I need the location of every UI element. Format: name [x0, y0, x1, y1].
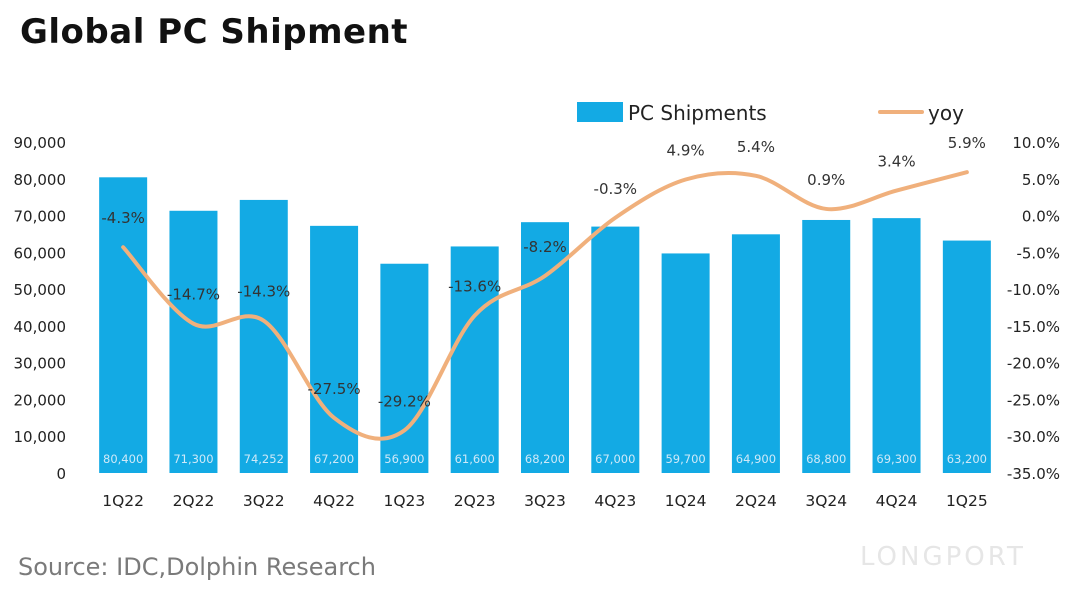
bar-value-label: 67,000: [595, 452, 635, 466]
bar-value-labels: 80,400 71,300 74,252 67,200 56,900 61,600 68,2…: [103, 452, 987, 466]
right-tick-label: -15.0%: [1007, 318, 1060, 336]
category-label: 3Q23: [524, 492, 566, 510]
legend-label-line: yoy: [928, 101, 964, 125]
category-label: 4Q24: [876, 492, 918, 510]
bar-value-label: 67,200: [314, 452, 354, 466]
yoy-series: [121, 170, 969, 441]
right-tick-label: 5.0%: [1022, 171, 1060, 189]
category-label: 4Q23: [594, 492, 636, 510]
category-label: 4Q22: [313, 492, 355, 510]
bar-1Q23: [380, 263, 429, 473]
left-tick-label: 10,000: [14, 428, 67, 446]
legend-swatch-bars: [577, 102, 623, 122]
left-tick-label: 30,000: [14, 355, 67, 373]
bar-value-label: 68,800: [806, 452, 846, 466]
yoy-value-label: -14.7%: [167, 286, 220, 304]
left-tick-label: 40,000: [14, 318, 67, 336]
right-tick-label: -35.0%: [1007, 465, 1060, 483]
legend-label-bars: PC Shipments: [628, 101, 767, 125]
watermark: LONGPORT: [860, 542, 1026, 572]
category-label: 2Q23: [454, 492, 496, 510]
yoy-value-label: 4.9%: [667, 142, 705, 160]
chart-title: Global PC Shipment: [20, 12, 409, 52]
yoy-value-label: -13.6%: [448, 278, 501, 296]
yoy-line: [121, 170, 969, 441]
category-label: 2Q24: [735, 492, 777, 510]
category-label: 3Q22: [243, 492, 285, 510]
category-label: 1Q25: [946, 492, 988, 510]
bar-1Q24: [661, 253, 710, 473]
yoy-value-label: 5.4%: [737, 138, 775, 156]
bar-value-label: 59,700: [665, 452, 705, 466]
left-tick-label: 20,000: [14, 391, 67, 409]
left-tick-label: 50,000: [14, 281, 67, 299]
left-tick-label: 60,000: [14, 244, 67, 262]
category-label: 1Q22: [102, 492, 144, 510]
right-tick-label: -10.0%: [1007, 281, 1060, 299]
yoy-value-label: -14.3%: [237, 283, 290, 301]
chart-legend: PC Shipments yoy: [577, 101, 964, 125]
yoy-value-label: -29.2%: [378, 392, 431, 410]
yoy-value-label: 3.4%: [877, 153, 915, 171]
left-tick-label: 0: [56, 465, 66, 483]
yoy-value-labels: -4.3% -14.7% -14.3% -27.5% -29.2% -13.6% -8.2%…: [101, 134, 986, 410]
bar-1Q22: [99, 177, 148, 473]
bar-2Q23: [450, 246, 499, 473]
bar-4Q24: [872, 218, 921, 473]
source-note: Source: IDC,Dolphin Research: [18, 553, 376, 581]
left-tick-label: 70,000: [14, 208, 67, 226]
yoy-value-label: 5.9%: [948, 134, 986, 152]
yoy-value-label: -0.3%: [594, 180, 638, 198]
right-tick-label: -5.0%: [1016, 244, 1060, 262]
bar-value-label: 71,300: [173, 452, 213, 466]
right-tick-label: 10.0%: [1012, 134, 1060, 152]
bar-4Q22: [310, 225, 359, 473]
bar-2Q22: [169, 210, 218, 473]
bar-value-label: 80,400: [103, 452, 143, 466]
category-label: 3Q24: [805, 492, 847, 510]
category-label: 2Q22: [173, 492, 215, 510]
left-axis: 0 10,000 20,000 30,000 40,000 50,000 60,000 70,…: [14, 134, 67, 483]
bar-4Q23: [591, 226, 640, 473]
left-tick-label: 90,000: [14, 134, 67, 152]
bar-3Q23: [521, 222, 569, 473]
bar-value-label: 74,252: [244, 452, 284, 466]
category-axis: 1Q22 2Q22 3Q22 4Q22 1Q23 2Q23 3Q23 4Q23 1Q24 2Q24…: [102, 492, 987, 510]
left-tick-label: 80,000: [14, 171, 67, 189]
bar-3Q24: [802, 219, 851, 473]
category-label: 1Q24: [665, 492, 707, 510]
yoy-value-label: 0.9%: [807, 171, 845, 189]
bar-1Q25: [942, 240, 991, 473]
category-label: 1Q23: [383, 492, 425, 510]
bar-value-label: 68,200: [525, 452, 565, 466]
right-tick-label: -30.0%: [1007, 428, 1060, 446]
bar-series: [99, 177, 991, 473]
bar-value-label: 69,300: [876, 452, 916, 466]
bar-2Q24: [731, 234, 780, 473]
right-axis: 10.0% 5.0% 0.0% -5.0% -10.0% -15.0% -20.0% -25.…: [1007, 134, 1060, 483]
bar-value-label: 64,900: [736, 452, 776, 466]
right-tick-label: -20.0%: [1007, 355, 1060, 373]
yoy-value-label: -4.3%: [101, 209, 145, 227]
yoy-value-label: -8.2%: [523, 238, 567, 256]
bar-value-label: 61,600: [455, 452, 495, 466]
right-tick-label: 0.0%: [1022, 208, 1060, 226]
bar-value-label: 56,900: [384, 452, 424, 466]
right-tick-label: -25.0%: [1007, 391, 1060, 409]
yoy-value-label: -27.5%: [308, 380, 361, 398]
bar-value-label: 63,200: [947, 452, 987, 466]
